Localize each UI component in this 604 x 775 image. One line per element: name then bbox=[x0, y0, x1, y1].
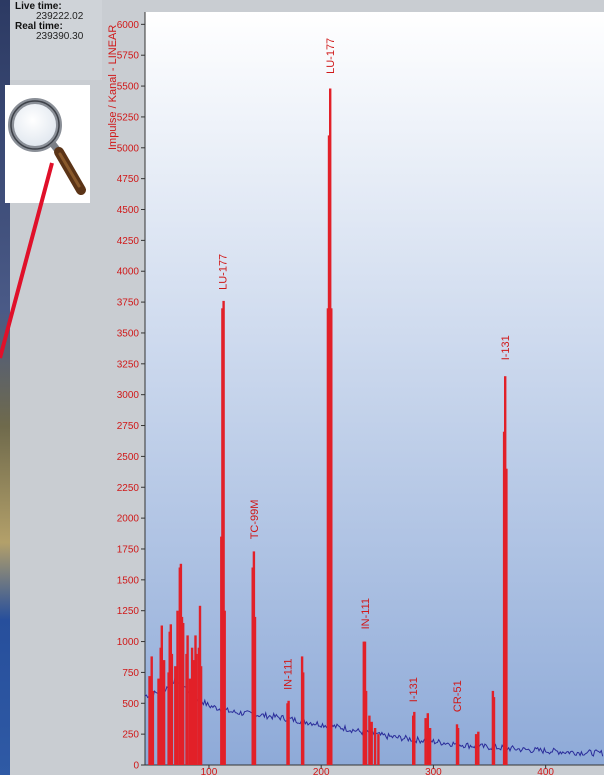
peak-bar bbox=[199, 666, 203, 765]
peak-bar bbox=[456, 728, 460, 765]
y-tick-label: 3750 bbox=[117, 298, 140, 309]
peak-bar bbox=[222, 300, 225, 765]
x-tick-label: 300 bbox=[425, 767, 442, 775]
peak-bar bbox=[424, 718, 427, 765]
y-tick-label: 1000 bbox=[117, 637, 140, 648]
x-tick-label: 200 bbox=[313, 767, 330, 775]
x-tick-label: 400 bbox=[537, 767, 554, 775]
y-tick-label: 5000 bbox=[117, 143, 140, 154]
y-tick-label: 5250 bbox=[117, 112, 140, 123]
y-tick-label: 1250 bbox=[117, 606, 140, 617]
y-tick-label: 2500 bbox=[117, 452, 140, 463]
peak-label: I-131 bbox=[500, 335, 512, 360]
peak-bar bbox=[160, 625, 163, 765]
peak-bar bbox=[505, 468, 508, 765]
live-time-value: 239222.02 bbox=[36, 11, 84, 22]
magnifier-icon bbox=[8, 98, 86, 195]
y-tick-label: 1500 bbox=[117, 575, 140, 586]
y-tick-label: 4000 bbox=[117, 267, 140, 278]
pointer-line bbox=[0, 162, 54, 359]
peak-label: TC-99M bbox=[249, 500, 261, 540]
y-tick-label: 0 bbox=[133, 761, 139, 772]
measurement-info-panel: Live time: 239222.02 Real time: 239390.3… bbox=[10, 0, 102, 80]
y-tick-label: 6000 bbox=[117, 20, 140, 31]
peak-bar bbox=[426, 713, 429, 765]
real-time-label: Real time: bbox=[15, 21, 63, 32]
peak-bar bbox=[157, 678, 160, 765]
peak-bar bbox=[186, 635, 189, 765]
peak-label: IN-111 bbox=[283, 659, 295, 690]
peak-bar bbox=[477, 731, 480, 765]
y-tick-label: 3000 bbox=[117, 390, 140, 401]
peak-bar bbox=[182, 623, 185, 765]
peak-bar bbox=[413, 711, 416, 765]
y-tick-label: 5500 bbox=[117, 82, 140, 93]
peak-bar bbox=[377, 734, 380, 765]
real-time-value: 239390.30 bbox=[36, 31, 84, 42]
peak-bar bbox=[370, 721, 373, 765]
peak-bar bbox=[474, 734, 478, 765]
y-tick-label: 2750 bbox=[117, 421, 140, 432]
peak-bar bbox=[190, 647, 194, 765]
peak-bar bbox=[151, 690, 155, 765]
peak-bar bbox=[302, 672, 305, 765]
peak-label: CR-51 bbox=[452, 680, 464, 712]
y-tick-label: 1750 bbox=[117, 544, 140, 555]
peak-bar bbox=[223, 610, 226, 765]
peak-bar bbox=[373, 728, 377, 765]
peak-label: I-131 bbox=[408, 677, 420, 702]
peak-bar bbox=[368, 715, 371, 765]
peak-annotations: LU-177 TC-99M IN-111 LU-177 IN-111 I-131 CR-51… bbox=[217, 38, 512, 712]
x-tick-label: 100 bbox=[201, 767, 218, 775]
y-tick-label: 5750 bbox=[117, 51, 140, 62]
y-tick-label: 750 bbox=[122, 668, 139, 679]
background-image-strip bbox=[0, 0, 10, 775]
peak-label: LU-177 bbox=[217, 254, 229, 290]
peak-bar bbox=[253, 616, 257, 765]
peak-bar bbox=[330, 308, 333, 765]
y-tick-label: 4750 bbox=[117, 174, 140, 185]
peak-bar bbox=[364, 690, 368, 765]
peak-bar bbox=[188, 678, 192, 765]
y-tick-label: 250 bbox=[122, 730, 139, 741]
y-tick-label: 3500 bbox=[117, 328, 140, 339]
peak-bar bbox=[176, 610, 179, 765]
peak-label: IN-111 bbox=[360, 598, 372, 629]
peak-series bbox=[148, 88, 508, 765]
live-time-label: Live time: bbox=[15, 1, 62, 12]
y-tick-label: 500 bbox=[122, 699, 139, 710]
y-tick-label: 3250 bbox=[117, 359, 140, 370]
y-tick-label: 4250 bbox=[117, 236, 140, 247]
plot-area bbox=[145, 12, 604, 765]
peak-bar bbox=[170, 653, 174, 765]
peak-label: LU-177 bbox=[325, 38, 337, 74]
x-axis-ticks: 100 200 300 400 bbox=[201, 765, 554, 775]
peak-bar bbox=[195, 653, 198, 765]
peak-bar bbox=[174, 666, 177, 765]
y-tick-label: 4500 bbox=[117, 205, 140, 216]
peak-bar bbox=[162, 660, 166, 765]
peak-bar bbox=[492, 697, 496, 765]
peak-bar bbox=[428, 728, 432, 765]
peak-bar bbox=[192, 660, 195, 765]
y-axis-label: Impulse / Kanal - LINEAR bbox=[107, 25, 119, 150]
y-tick-label: 2250 bbox=[117, 483, 140, 494]
y-tick-label: 2000 bbox=[117, 514, 140, 525]
peak-bar bbox=[148, 676, 151, 765]
y-axis-ticks: 0 250 500 750 1000 1250 1500 1750 2000 2250 2500 27… bbox=[117, 20, 145, 772]
peak-bar bbox=[287, 700, 290, 765]
